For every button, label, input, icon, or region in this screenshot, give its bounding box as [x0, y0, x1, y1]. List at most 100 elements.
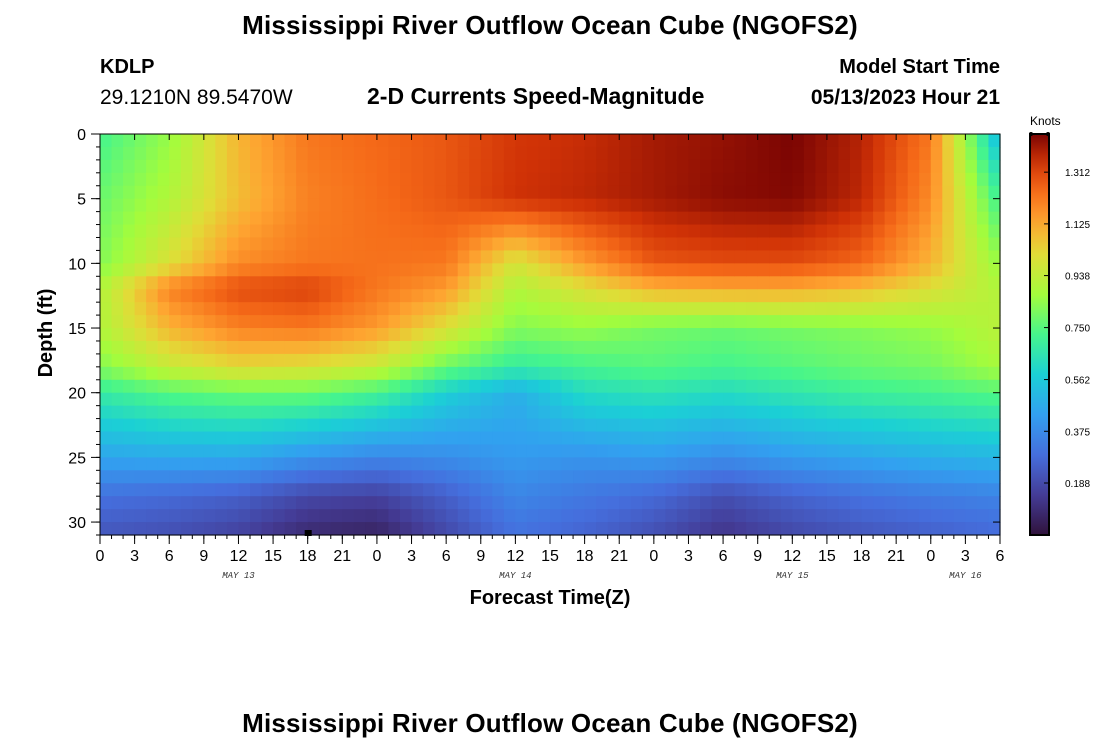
heatmap-cell: [780, 340, 793, 355]
heatmap-cell: [365, 289, 378, 303]
heatmap-cell: [607, 159, 620, 174]
heatmap-cell: [515, 289, 528, 303]
heatmap-cell: [226, 457, 240, 471]
heatmap-cell: [942, 496, 955, 510]
x-tick-label: 9: [199, 548, 208, 565]
heatmap-cell: [942, 185, 955, 200]
heatmap-cell: [446, 470, 459, 484]
heatmap-cell: [757, 276, 770, 290]
heatmap-cell: [123, 250, 136, 264]
heatmap-cell: [665, 392, 678, 407]
heatmap-cell: [884, 353, 897, 368]
heatmap-cell: [676, 496, 690, 510]
heatmap-cell: [838, 198, 851, 213]
heatmap-cell: [261, 392, 274, 407]
heatmap-cell: [653, 224, 666, 239]
heatmap-cell: [376, 509, 390, 523]
x-tick-label: 12: [506, 548, 524, 565]
heatmap-cell: [838, 302, 851, 316]
heatmap-cell: [192, 470, 205, 484]
x-tick-label: 9: [753, 548, 762, 565]
heatmap-cell: [388, 328, 401, 342]
heatmap-cell: [203, 146, 216, 161]
heatmap-cell: [561, 353, 574, 368]
heatmap-cell: [907, 457, 920, 471]
heatmap-cell: [446, 457, 459, 471]
heatmap-cell: [676, 315, 690, 329]
heatmap-cell: [180, 379, 193, 394]
heatmap-cell: [330, 353, 343, 368]
heatmap-cell: [976, 276, 990, 290]
heatmap-cell: [353, 224, 366, 239]
heatmap-cell: [503, 276, 516, 290]
heatmap-cell: [676, 250, 690, 264]
heatmap-cell: [457, 470, 470, 484]
heatmap-cell: [976, 211, 990, 226]
heatmap-cell: [711, 198, 724, 213]
heatmap-cell: [976, 353, 990, 368]
heatmap-cell: [688, 250, 701, 264]
heatmap-cell: [273, 224, 286, 239]
heatmap-cell: [884, 276, 897, 290]
heatmap-cell: [376, 457, 390, 471]
heatmap-cell: [976, 405, 990, 420]
heatmap-cell: [503, 159, 516, 174]
heatmap-cell: [353, 509, 366, 523]
heatmap-cell: [700, 340, 713, 355]
heatmap-cell: [388, 470, 401, 484]
heatmap-cell: [111, 328, 124, 342]
heatmap-cell: [353, 159, 366, 174]
heatmap-cell: [273, 237, 286, 252]
heatmap-cell: [815, 431, 828, 446]
heatmap-cell: [457, 444, 470, 458]
heatmap-cell: [353, 289, 366, 303]
heatmap-cell: [584, 315, 597, 329]
heatmap-cell: [584, 366, 597, 381]
heatmap-cell: [376, 522, 390, 536]
heatmap-cell: [284, 444, 297, 458]
heatmap-cell: [446, 185, 459, 200]
heatmap-cell: [226, 366, 240, 381]
heatmap-cell: [457, 134, 470, 148]
heatmap-cell: [953, 211, 966, 226]
heatmap-cell: [838, 159, 851, 174]
heatmap-cell: [238, 250, 251, 264]
heatmap-cell: [561, 172, 574, 187]
heatmap-cell: [469, 444, 482, 458]
heatmap-cell: [376, 146, 390, 161]
heatmap-cell: [123, 509, 136, 523]
heatmap-cell: [700, 237, 713, 252]
heatmap-cell: [919, 276, 932, 290]
heatmap-cell: [261, 457, 274, 471]
heatmap-cell: [538, 276, 551, 290]
heatmap-cell: [884, 250, 897, 264]
heatmap-cell: [976, 522, 990, 536]
heatmap-cell: [723, 509, 736, 523]
heatmap-cell: [376, 211, 390, 226]
heatmap-cell: [988, 483, 1001, 497]
heatmap-cell: [469, 340, 482, 355]
heatmap-cell: [919, 405, 932, 420]
heatmap-cell: [446, 276, 459, 290]
heatmap-cell: [446, 366, 459, 381]
heatmap-cell: [873, 328, 886, 342]
heatmap-cell: [861, 509, 874, 523]
heatmap-cell: [111, 379, 124, 394]
heatmap-cell: [619, 366, 632, 381]
heatmap-cell: [123, 522, 136, 536]
heatmap-cell: [480, 250, 493, 264]
heatmap-cell: [100, 237, 113, 252]
y-tick-label: 30: [68, 515, 86, 532]
heatmap-cell: [665, 353, 678, 368]
heatmap-cell: [769, 172, 782, 187]
heatmap-cell: [330, 302, 343, 316]
heatmap-cell: [746, 302, 759, 316]
heatmap-cell: [203, 340, 216, 355]
heatmap-cell: [307, 483, 320, 497]
y-tick-label: 15: [68, 321, 86, 338]
heatmap-cell: [250, 211, 263, 226]
heatmap-cell: [134, 172, 147, 187]
heatmap-cell: [815, 250, 828, 264]
heatmap-cell: [561, 418, 574, 433]
